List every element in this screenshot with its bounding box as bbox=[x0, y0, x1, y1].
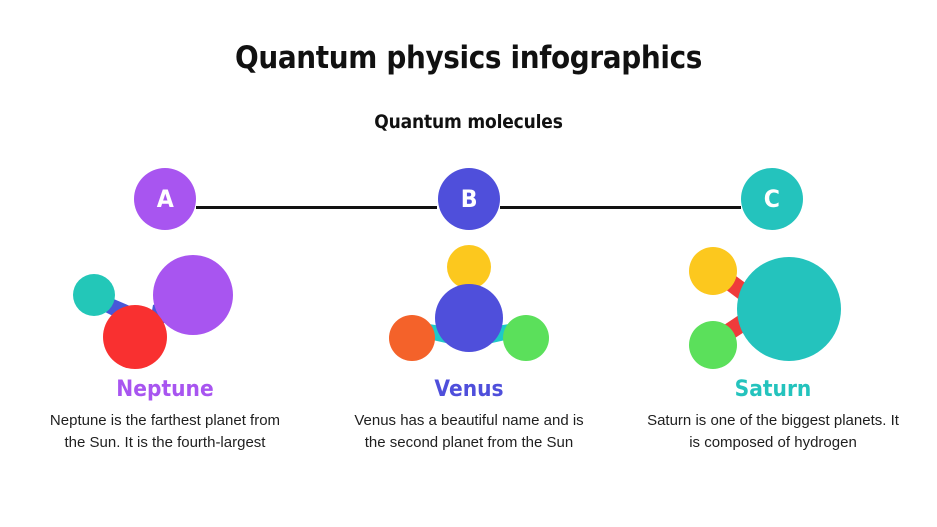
atom-neptune-large bbox=[153, 255, 233, 335]
atom-venus-center bbox=[435, 284, 503, 352]
page-title: Quantum physics infographics bbox=[234, 40, 703, 76]
molecule-saturn-svg bbox=[689, 247, 841, 369]
molecule-venus-svg bbox=[389, 245, 549, 361]
node-a[interactable]: A bbox=[134, 168, 196, 230]
molecule-saturn bbox=[623, 245, 923, 370]
column-saturn: Saturn Saturn is one of the biggest plan… bbox=[623, 245, 923, 454]
column-venus: Venus Venus has a beautiful name and is … bbox=[319, 245, 619, 454]
node-b-label: B bbox=[460, 185, 478, 213]
node-a-label: A bbox=[156, 185, 174, 213]
atom-venus-top bbox=[447, 245, 491, 289]
planet-description-venus: Venus has a beautiful name and is the se… bbox=[354, 412, 584, 451]
planet-name-saturn: Saturn bbox=[734, 377, 812, 402]
atom-venus-left bbox=[389, 315, 435, 361]
planet-description-saturn: Saturn is one of the biggest planets. It… bbox=[647, 412, 899, 451]
molecule-neptune-svg bbox=[73, 255, 233, 369]
atom-saturn-bottom-left bbox=[689, 321, 737, 369]
planet-name-venus: Venus bbox=[434, 377, 504, 402]
atom-saturn-top-left bbox=[689, 247, 737, 295]
atom-neptune-small bbox=[73, 274, 115, 316]
atom-venus-right bbox=[503, 315, 549, 361]
connector-line-a-b bbox=[196, 206, 437, 209]
atom-neptune-center bbox=[103, 305, 167, 369]
node-c-label: C bbox=[763, 185, 781, 213]
page-subtitle: Quantum molecules bbox=[374, 111, 563, 133]
atom-saturn-center bbox=[737, 257, 841, 361]
molecule-venus bbox=[319, 245, 619, 370]
connector-line-b-c bbox=[500, 206, 741, 209]
molecule-neptune bbox=[15, 245, 315, 370]
column-neptune: Neptune Neptune is the farthest planet f… bbox=[15, 245, 315, 454]
connector-rail: A B C bbox=[0, 168, 937, 248]
node-c[interactable]: C bbox=[741, 168, 803, 230]
node-b[interactable]: B bbox=[438, 168, 500, 230]
planet-name-neptune: Neptune bbox=[116, 377, 214, 402]
planet-description-neptune: Neptune is the farthest planet from the … bbox=[49, 412, 281, 451]
